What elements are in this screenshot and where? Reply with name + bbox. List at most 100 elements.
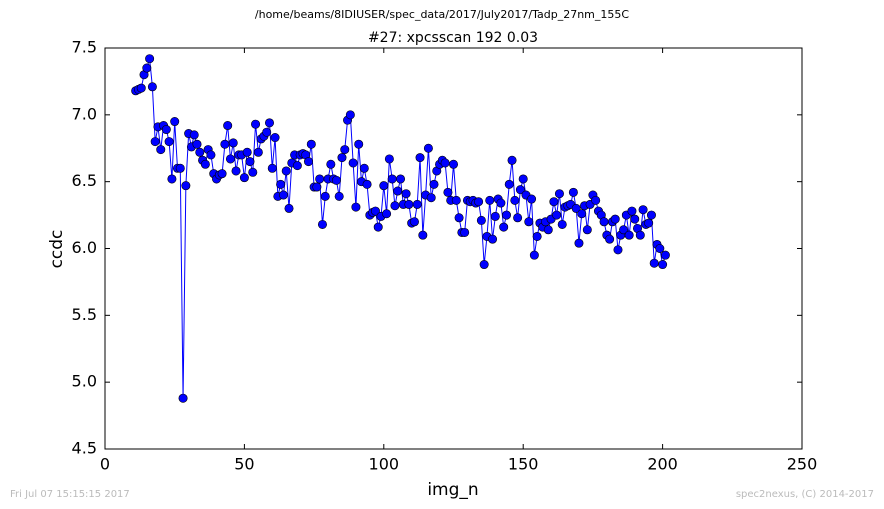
- x-tick-label: 200: [647, 455, 678, 474]
- data-point: [253, 147, 263, 157]
- data-point: [379, 181, 389, 191]
- data-point: [262, 127, 272, 137]
- data-point: [340, 145, 350, 155]
- data-point: [362, 179, 372, 189]
- data-point: [189, 130, 199, 140]
- data-point: [278, 190, 288, 200]
- data-point: [644, 218, 654, 228]
- data-point: [532, 231, 542, 241]
- data-point: [443, 187, 453, 197]
- data-point: [599, 217, 609, 227]
- x-tick-label: 50: [234, 455, 254, 474]
- data-point: [404, 199, 414, 209]
- data-point: [178, 393, 188, 403]
- data-point: [228, 138, 238, 148]
- data-point: [524, 217, 534, 227]
- data-point: [412, 199, 422, 209]
- y-tick-label: 7.5: [72, 38, 97, 57]
- data-point: [577, 209, 587, 219]
- data-point: [485, 195, 495, 205]
- data-point: [635, 230, 645, 240]
- data-point: [396, 174, 406, 184]
- data-point: [156, 145, 166, 155]
- x-tick-label: 150: [508, 455, 539, 474]
- suptitle: /home/beams/8IDIUSER/spec_data/2017/July…: [255, 8, 630, 21]
- data-point: [384, 154, 394, 164]
- y-tick-label: 4.5: [72, 439, 97, 458]
- data-point: [613, 245, 623, 255]
- data-point: [326, 159, 336, 169]
- data-point: [554, 189, 564, 199]
- x-tick-label: 0: [100, 455, 110, 474]
- data-point: [348, 158, 358, 168]
- data-point: [345, 110, 355, 120]
- data-point: [315, 174, 325, 184]
- data-point: [206, 150, 216, 160]
- data-point: [490, 211, 500, 221]
- data-point: [304, 157, 314, 167]
- data-point: [543, 225, 553, 235]
- data-point: [610, 214, 620, 224]
- data-point: [451, 195, 461, 205]
- data-point: [220, 139, 230, 149]
- data-point: [591, 195, 601, 205]
- data-point: [387, 174, 397, 184]
- data-point: [426, 193, 436, 203]
- data-point: [231, 166, 241, 176]
- data-point: [306, 139, 316, 149]
- data-point: [393, 186, 403, 196]
- data-point: [181, 181, 191, 191]
- data-point: [200, 159, 210, 169]
- y-tick-label: 5.5: [72, 305, 97, 324]
- data-point: [136, 83, 146, 93]
- data-point: [170, 117, 180, 127]
- data-point: [646, 210, 656, 220]
- data-point: [454, 213, 464, 223]
- data-point: [239, 173, 249, 183]
- data-point: [145, 54, 155, 64]
- data-point: [440, 158, 450, 168]
- data-point: [479, 260, 489, 270]
- data-point: [549, 197, 559, 207]
- data-point: [270, 133, 280, 143]
- data-point: [401, 189, 411, 199]
- data-point: [242, 147, 252, 157]
- data-point: [337, 153, 347, 163]
- data-point: [195, 147, 205, 157]
- data-point: [370, 206, 380, 216]
- data-point: [251, 119, 261, 129]
- footer-right: spec2nexus, (C) 2014-2017: [736, 489, 874, 500]
- data-point: [284, 203, 294, 213]
- y-tick-label: 5.0: [72, 372, 97, 391]
- y-tick-label: 6.5: [72, 171, 97, 190]
- data-point: [223, 121, 233, 131]
- data-point: [264, 118, 274, 128]
- data-point: [518, 174, 528, 184]
- data-point: [474, 197, 484, 207]
- data-point: [359, 163, 369, 173]
- data-point: [423, 143, 433, 153]
- data-point: [568, 187, 578, 197]
- data-point: [496, 198, 506, 208]
- data-point: [320, 191, 330, 201]
- data-point: [175, 163, 185, 173]
- y-axis-label: ccdc: [47, 230, 67, 269]
- data-point: [527, 194, 537, 204]
- data-point: [245, 157, 255, 167]
- data-point: [655, 244, 665, 254]
- x-tick-label: 100: [369, 455, 400, 474]
- data-point: [409, 217, 419, 227]
- data-point: [501, 210, 511, 220]
- data-point: [460, 227, 470, 237]
- data-point: [504, 179, 514, 189]
- data-point: [150, 137, 160, 147]
- data-point: [476, 215, 486, 225]
- data-point: [415, 153, 425, 163]
- x-axis-label: img_n: [427, 480, 478, 500]
- data-point: [605, 234, 615, 244]
- data-point: [217, 169, 227, 179]
- footer-left: Fri Jul 07 15:15:15 2017: [10, 489, 130, 500]
- data-point: [167, 174, 177, 184]
